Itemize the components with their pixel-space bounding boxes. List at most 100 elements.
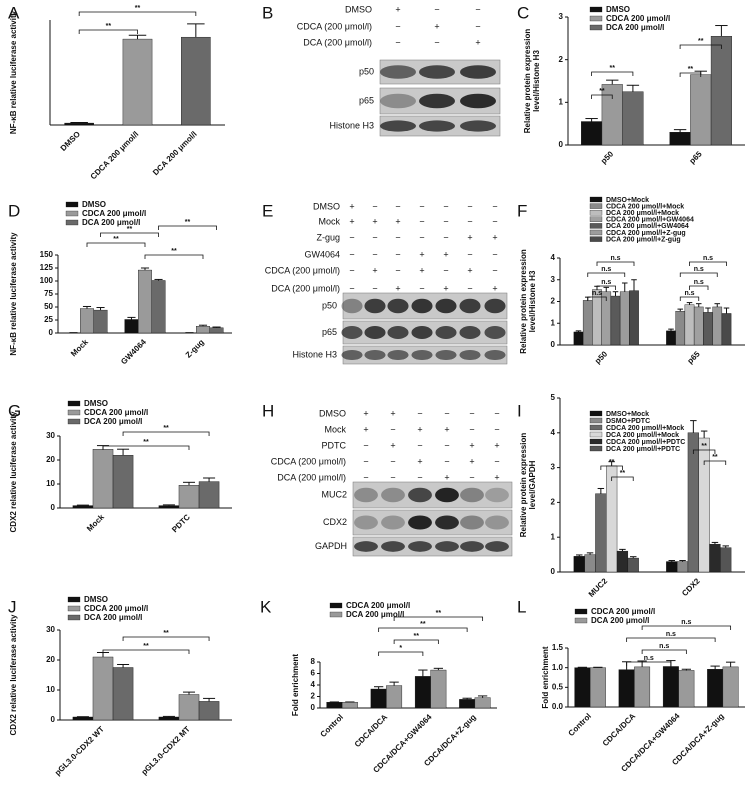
- bar: [720, 547, 732, 573]
- treatment-sign: +: [390, 408, 395, 418]
- bar: [582, 300, 593, 346]
- x-tick-label: p65: [686, 349, 703, 366]
- y-tick-label: 4: [311, 680, 316, 689]
- x-tick-label: p50: [593, 349, 610, 366]
- treatment-sign: −: [349, 232, 354, 242]
- y-tick-label: 25: [44, 315, 53, 324]
- treatment-sign: −: [363, 456, 368, 466]
- significance-label: **: [712, 454, 718, 461]
- treatment-sign: −: [443, 265, 448, 275]
- treatment-sign: −: [395, 21, 400, 31]
- blot-band: [380, 120, 416, 132]
- blot-band: [419, 65, 455, 79]
- treatment-sign: +: [494, 440, 499, 450]
- treatment-sign: +: [349, 201, 354, 211]
- legend-swatch: [589, 431, 603, 438]
- bar: [112, 667, 134, 721]
- bar: [138, 269, 152, 334]
- significance-bracket: [600, 465, 623, 470]
- treatment-sign: +: [395, 216, 400, 226]
- significance-bracket: [102, 649, 190, 654]
- treatment-sign: −: [467, 283, 472, 293]
- y-tick-label: 10: [46, 685, 55, 694]
- y-tick-label: 0.0: [552, 702, 564, 711]
- bar: [124, 319, 139, 334]
- y-tick-label: 3: [551, 275, 556, 284]
- bar: [601, 84, 623, 146]
- treatment-sign: −: [349, 249, 354, 259]
- y-tick-label: 30: [46, 625, 55, 634]
- significance-label: n.s: [694, 279, 704, 286]
- y-tick-label: 0: [551, 567, 556, 576]
- y-tick-label: 0: [49, 328, 54, 337]
- treatment-sign: +: [419, 265, 424, 275]
- significance-label: n.s: [610, 255, 620, 262]
- treatment-sign: −: [372, 249, 377, 259]
- bar: [198, 701, 220, 721]
- blot-strip: [352, 509, 513, 536]
- y-axis-title: level/GAPDH: [528, 460, 537, 509]
- x-tick-label: GW4064: [119, 337, 148, 366]
- blot-band: [354, 541, 378, 552]
- bar: [629, 290, 639, 346]
- significance-label: **: [698, 38, 704, 45]
- significance-bracket: [679, 72, 702, 77]
- blot-band: [460, 65, 496, 79]
- significance-bracket: [100, 232, 159, 237]
- significance-bracket: [378, 651, 424, 656]
- treatment-label: DMSO: [313, 201, 340, 211]
- y-tick-label: 1.5: [552, 643, 564, 652]
- y-axis-title: Fold enrichment: [291, 654, 300, 717]
- treatment-sign: +: [443, 249, 448, 259]
- significance-bracket: [641, 649, 687, 654]
- blot-band: [380, 65, 416, 79]
- legend-label: DMSO: [82, 200, 106, 209]
- y-axis-title: Relative protein expression: [519, 249, 528, 354]
- treatment-sign: −: [444, 408, 449, 418]
- blot-band: [460, 120, 496, 132]
- treatment-sign: −: [469, 472, 474, 482]
- y-tick-label: 75: [44, 289, 53, 298]
- treatment-sign: +: [349, 216, 354, 226]
- significance-label: n.s: [644, 655, 654, 662]
- significance-bracket: [393, 616, 484, 621]
- panel-label: K: [260, 597, 272, 616]
- panel-label: H: [262, 401, 274, 420]
- band-label: p65: [359, 95, 374, 105]
- legend-label: DCA 200 μmol/l+Mock: [606, 432, 679, 439]
- significance-bracket: [587, 296, 607, 301]
- blot-band: [411, 326, 433, 339]
- y-axis-title: Fold enrichment: [541, 646, 550, 709]
- bar: [181, 36, 211, 126]
- bar: [616, 550, 629, 573]
- legend-label: DCA 200 μmol/l+Mock: [606, 210, 679, 217]
- bar: [386, 685, 403, 709]
- legend-swatch: [589, 6, 603, 13]
- treatment-sign: +: [492, 232, 497, 242]
- treatment-sign: +: [469, 440, 474, 450]
- bar: [178, 694, 200, 721]
- y-tick-label: 3: [559, 12, 564, 21]
- treatment-label: GW4064: [304, 249, 340, 259]
- y-tick-label: 1: [559, 97, 564, 106]
- bar: [703, 312, 713, 346]
- legend-swatch: [65, 210, 79, 217]
- y-tick-label: 2: [551, 498, 556, 507]
- legend-swatch: [67, 596, 81, 603]
- bar: [64, 122, 94, 126]
- bar: [72, 505, 94, 509]
- treatment-label: CDCA (200 μmol/l): [265, 265, 340, 275]
- blot-band: [435, 298, 457, 314]
- bar: [710, 36, 732, 146]
- blot-band: [435, 515, 459, 530]
- significance-label: **: [143, 439, 149, 446]
- y-tick-label: 2: [311, 692, 316, 701]
- y-tick-label: 100: [40, 276, 54, 285]
- blot-band: [459, 298, 481, 314]
- bar: [584, 554, 596, 573]
- legend-swatch: [589, 223, 603, 229]
- legend-swatch: [329, 611, 343, 618]
- treatment-sign: −: [434, 4, 439, 14]
- x-tick-label: PDTC: [170, 512, 192, 534]
